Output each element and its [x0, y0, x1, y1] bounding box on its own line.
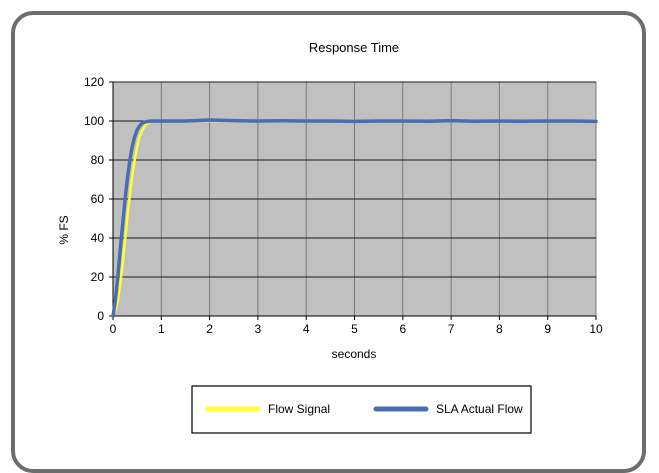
y-tick-label: 100	[84, 114, 104, 128]
x-tick-label: 0	[110, 322, 117, 336]
series-line-sla-actual-flow	[111, 118, 598, 318]
legend-label: SLA Actual Flow	[436, 402, 523, 416]
x-axis-label: seconds	[332, 347, 377, 361]
x-tick-label: 1	[158, 322, 165, 336]
x-tick-label: 2	[206, 322, 213, 336]
y-tick-label: 0	[97, 309, 104, 323]
x-tick-label: 10	[589, 322, 603, 336]
legend-label: Flow Signal	[268, 402, 330, 416]
x-tick-label: 4	[303, 322, 310, 336]
x-tick-label: 5	[351, 322, 358, 336]
x-tick-label: 9	[544, 322, 551, 336]
y-tick-label: 20	[91, 270, 105, 284]
y-tick-label: 80	[91, 153, 105, 167]
y-tick-label: 60	[91, 192, 105, 206]
x-tick-label: 8	[496, 322, 503, 336]
legend: Flow Signal SLA Actual Flow	[191, 385, 532, 434]
chart-title: Response Time	[309, 40, 399, 55]
x-tick-label: 3	[255, 322, 262, 336]
y-tick-label: 120	[84, 75, 104, 89]
y-tick-label: 40	[91, 231, 105, 245]
x-tick-label: 6	[399, 322, 406, 336]
y-axis-label: % FS	[57, 215, 71, 244]
x-tick-label: 7	[448, 322, 455, 336]
